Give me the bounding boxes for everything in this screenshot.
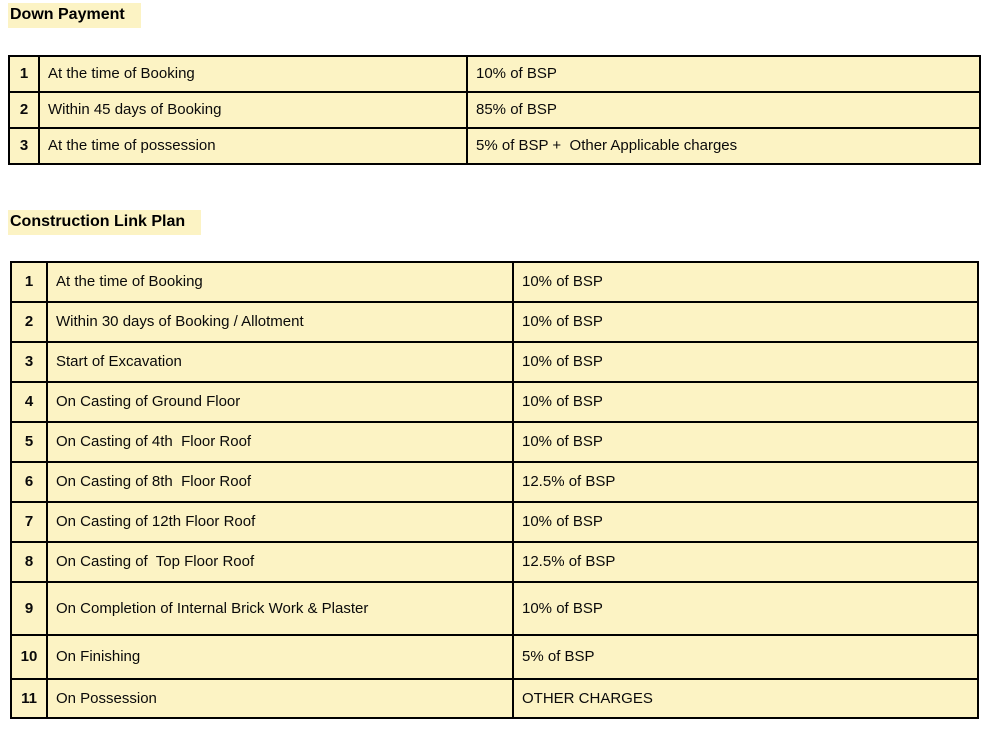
payment-cell: 10% of BSP xyxy=(512,581,979,636)
table-row: 2 Within 30 days of Booking / Allotment 10… xyxy=(10,301,979,343)
payment-cell: 85% of BSP xyxy=(466,91,981,129)
construction-link-plan-table-body: 1 At the time of Booking 10% of BSP 2 Within… xyxy=(10,261,979,719)
construction-link-plan-heading-text: Construction Link Plan xyxy=(8,210,202,235)
construction-link-plan-heading: Construction Link Plan xyxy=(8,210,202,235)
row-number-cell: 10 xyxy=(10,634,48,680)
table-row: 2 Within 45 days of Booking 85% of BSP xyxy=(8,91,981,129)
table-row: 1 At the time of Booking 10% of BSP xyxy=(8,55,981,93)
milestone-cell: On Casting of 12th Floor Roof xyxy=(46,501,514,543)
payment-cell: 12.5% of BSP xyxy=(512,461,979,503)
milestone-cell: At the time of Booking xyxy=(46,261,514,303)
down-payment-table: 1 At the time of Booking 10% of BSP 2 Within… xyxy=(8,55,981,165)
payment-cell: 5% of BSP xyxy=(512,634,979,680)
table-row: 8 On Casting of Top Floor Roof 12.5% of BS… xyxy=(10,541,979,583)
row-number-cell: 8 xyxy=(10,541,48,583)
milestone-cell: At the time of possession xyxy=(38,127,468,165)
payment-cell: 10% of BSP xyxy=(512,341,979,383)
row-number-cell: 3 xyxy=(10,341,48,383)
down-payment-heading: Down Payment xyxy=(8,3,141,28)
row-number-cell: 1 xyxy=(8,55,40,93)
payment-cell: 5% of BSP + Other Applicable charges xyxy=(466,127,981,165)
table-row: 6 On Casting of 8th Floor Roof 12.5% of BS… xyxy=(10,461,979,503)
payment-cell: 10% of BSP xyxy=(512,261,979,303)
table-row: 9 On Completion of Internal Brick Work & … xyxy=(10,581,979,636)
row-number-cell: 11 xyxy=(10,678,48,719)
payment-cell: 10% of BSP xyxy=(512,501,979,543)
milestone-cell: On Completion of Internal Brick Work & P… xyxy=(46,581,514,636)
milestone-cell: Within 45 days of Booking xyxy=(38,91,468,129)
milestone-cell: Start of Excavation xyxy=(46,341,514,383)
row-number-cell: 6 xyxy=(10,461,48,503)
table-row: 1 At the time of Booking 10% of BSP xyxy=(10,261,979,303)
payment-cell: 10% of BSP xyxy=(466,55,981,93)
row-number-cell: 2 xyxy=(8,91,40,129)
construction-link-plan-table: 1 At the time of Booking 10% of BSP 2 Within… xyxy=(10,261,979,719)
payment-cell: 10% of BSP xyxy=(512,381,979,423)
milestone-cell: On Casting of Top Floor Roof xyxy=(46,541,514,583)
table-row: 4 On Casting of Ground Floor 10% of BSP xyxy=(10,381,979,423)
milestone-cell: On Casting of 4th Floor Roof xyxy=(46,421,514,463)
milestone-cell: At the time of Booking xyxy=(38,55,468,93)
payment-cell: 10% of BSP xyxy=(512,301,979,343)
milestone-cell: On Casting of 8th Floor Roof xyxy=(46,461,514,503)
table-row: 3 At the time of possession 5% of BSP + Ot… xyxy=(8,127,981,165)
row-number-cell: 1 xyxy=(10,261,48,303)
table-row: 7 On Casting of 12th Floor Roof 10% of BSP xyxy=(10,501,979,543)
row-number-cell: 3 xyxy=(8,127,40,165)
milestone-cell: On Finishing xyxy=(46,634,514,680)
milestone-cell: On Casting of Ground Floor xyxy=(46,381,514,423)
row-number-cell: 7 xyxy=(10,501,48,543)
payment-cell: OTHER CHARGES xyxy=(512,678,979,719)
row-number-cell: 5 xyxy=(10,421,48,463)
milestone-cell: Within 30 days of Booking / Allotment xyxy=(46,301,514,343)
table-row: 3 Start of Excavation 10% of BSP xyxy=(10,341,979,383)
table-row: 11 On Possession OTHER CHARGES xyxy=(10,678,979,719)
down-payment-table-body: 1 At the time of Booking 10% of BSP 2 Within… xyxy=(8,55,981,165)
row-number-cell: 4 xyxy=(10,381,48,423)
payment-cell: 12.5% of BSP xyxy=(512,541,979,583)
row-number-cell: 2 xyxy=(10,301,48,343)
milestone-cell: On Possession xyxy=(46,678,514,719)
table-row: 10 On Finishing 5% of BSP xyxy=(10,634,979,680)
down-payment-heading-text: Down Payment xyxy=(8,3,141,28)
row-number-cell: 9 xyxy=(10,581,48,636)
table-row: 5 On Casting of 4th Floor Roof 10% of BSP xyxy=(10,421,979,463)
payment-cell: 10% of BSP xyxy=(512,421,979,463)
